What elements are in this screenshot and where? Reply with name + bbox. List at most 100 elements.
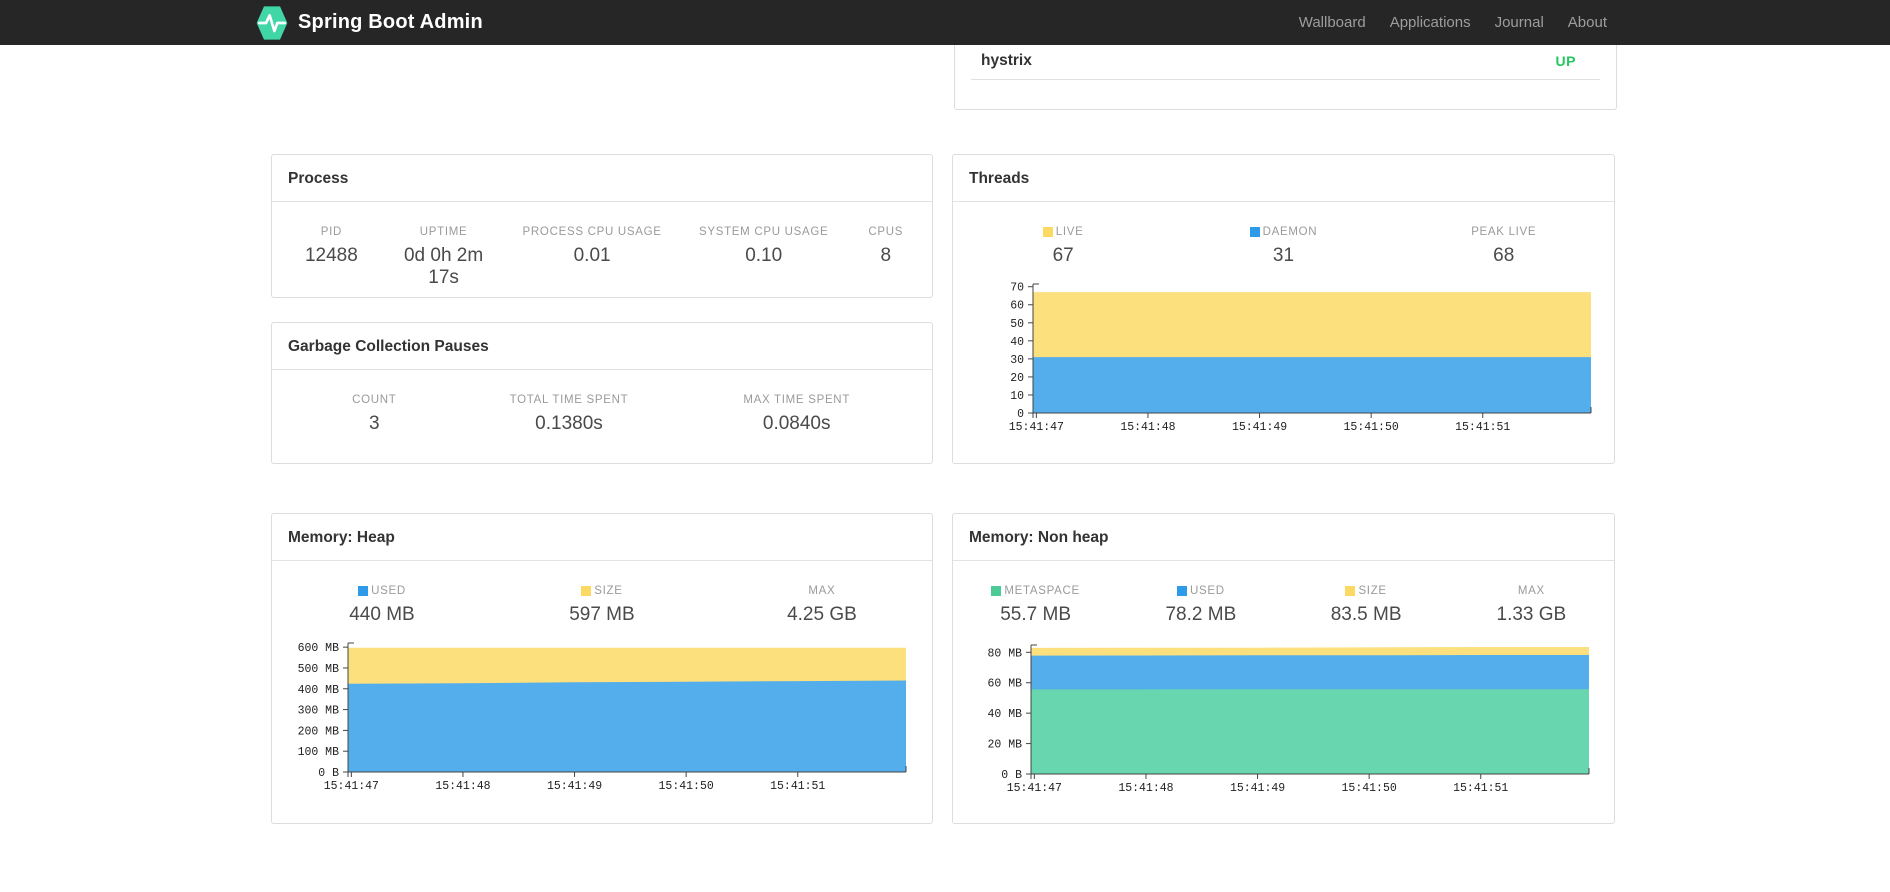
threads-stats: LIVE 67 DAEMON 31 PEAK LIVE 68: [953, 202, 1614, 267]
svg-text:300 MB: 300 MB: [298, 705, 340, 718]
gc-pauses-card: Garbage Collection Pauses COUNT 3 TOTAL …: [271, 322, 933, 464]
stat-pid: PID 12488: [272, 226, 391, 289]
stat-label-text: USED: [371, 585, 406, 597]
stat-label: TOTAL TIME SPENT: [509, 394, 629, 406]
stat-nonheap-max: MAX 1.33 GB: [1449, 585, 1614, 626]
stat-value: 78.2 MB: [1165, 604, 1237, 625]
threads-card-title: Threads: [953, 155, 1614, 202]
threads-card: Threads LIVE 67 DAEMON 31 PEAK LIVE 68: [952, 154, 1615, 464]
stat-label: METASPACE: [953, 585, 1118, 597]
navbar-links: Wallboard Applications Journal About: [1287, 14, 1619, 31]
stat-gc-count: COUNT 3: [272, 394, 477, 435]
stat-label-text: LIVE: [1055, 226, 1084, 238]
svg-text:15:41:47: 15:41:47: [1009, 421, 1064, 434]
stat-nonheap-metaspace: METASPACE 55.7 MB: [953, 585, 1118, 626]
legend-swatch-daemon: [1249, 227, 1260, 237]
brand[interactable]: Spring Boot Admin: [255, 5, 483, 41]
stat-label: SIZE: [492, 585, 712, 597]
process-card: Process PID 12488 UPTIME 0d 0h 2m 17s PR…: [271, 154, 933, 298]
heap-stacked-area-chart: 0 B 100 MB 200 MB 300 MB 400 MB 500 MB 600 MB 1…: [298, 642, 907, 793]
stat-threads-peak: PEAK LIVE 68: [1394, 226, 1614, 267]
svg-text:15:41:50: 15:41:50: [659, 780, 714, 793]
stat-value: 597 MB: [569, 604, 635, 625]
stat-value: 0d 0h 2m 17s: [403, 245, 484, 288]
stat-label: PROCESS CPU USAGE: [522, 226, 662, 238]
legend-swatch-metaspace: [991, 586, 1002, 596]
stat-value: 1.33 GB: [1496, 604, 1567, 625]
top-navbar: Spring Boot Admin Wallboard Applications…: [0, 0, 1890, 45]
stat-label: PID: [320, 226, 343, 238]
stat-nonheap-used: USED 78.2 MB: [1118, 585, 1283, 626]
stat-label: CPUS: [868, 226, 904, 238]
application-status-row[interactable]: hystrix UP: [971, 45, 1600, 80]
stat-value: 0.0840s: [762, 413, 831, 434]
svg-text:0 B: 0 B: [1001, 769, 1022, 782]
stat-uptime: UPTIME 0d 0h 2m 17s: [391, 226, 497, 289]
svg-text:20: 20: [1010, 372, 1024, 385]
legend-swatch-live: [1042, 227, 1053, 237]
stat-system-cpu: SYSTEM CPU USAGE 0.10: [688, 226, 840, 289]
memory-heap-card: Memory: Heap USED 440 MB SIZE 597 MB MAX…: [271, 513, 933, 824]
svg-text:15:41:49: 15:41:49: [547, 780, 602, 793]
legend-swatch-used: [358, 586, 369, 596]
svg-text:40 MB: 40 MB: [987, 708, 1022, 721]
stat-label: UPTIME: [419, 226, 468, 238]
svg-text:15:41:47: 15:41:47: [324, 780, 379, 793]
svg-text:10: 10: [1010, 390, 1024, 403]
svg-text:30: 30: [1010, 354, 1024, 367]
svg-text:40: 40: [1010, 336, 1024, 349]
threads-stacked-area-chart: 0 10 20 30 40 50 60 70 15:41:47 15:41:48 15:41:49 1…: [1009, 282, 1592, 434]
stat-label: MAX: [1449, 585, 1614, 597]
gc-stats: COUNT 3 TOTAL TIME SPENT 0.1380s MAX TIM…: [272, 370, 932, 435]
nav-item-applications[interactable]: Applications: [1389, 14, 1471, 31]
nav-item-about[interactable]: About: [1567, 14, 1607, 31]
svg-text:0: 0: [1017, 408, 1024, 421]
stat-label: MAX TIME SPENT: [743, 394, 851, 406]
svg-text:50: 50: [1010, 318, 1024, 331]
svg-text:15:41:50: 15:41:50: [1342, 782, 1397, 795]
gc-card-title: Garbage Collection Pauses: [272, 323, 932, 370]
svg-text:15:41:48: 15:41:48: [1120, 421, 1175, 434]
svg-text:400 MB: 400 MB: [298, 684, 340, 697]
memory-nonheap-card: Memory: Non heap METASPACE 55.7 MB USED …: [952, 513, 1615, 824]
stat-label: SIZE: [1284, 585, 1449, 597]
stat-label: LIVE: [953, 226, 1173, 238]
nav-item-wallboard[interactable]: Wallboard: [1298, 14, 1366, 31]
stat-gc-max-time: MAX TIME SPENT 0.0840s: [661, 394, 932, 435]
stat-value: 83.5 MB: [1330, 604, 1402, 625]
stat-cpus: CPUS 8: [840, 226, 932, 289]
stat-value: 67: [1052, 245, 1074, 266]
stat-value: 68: [1493, 245, 1515, 266]
stat-process-cpu: PROCESS CPU USAGE 0.01: [496, 226, 687, 289]
svg-text:15:41:50: 15:41:50: [1344, 421, 1399, 434]
nav-item-journal[interactable]: Journal: [1494, 14, 1544, 31]
stat-label: MAX: [712, 585, 932, 597]
stat-nonheap-size: SIZE 83.5 MB: [1284, 585, 1449, 626]
stat-label-text: USED: [1189, 585, 1225, 597]
stat-value: 3: [369, 413, 380, 434]
application-status-card: hystrix UP: [954, 45, 1617, 110]
stat-label-text: MAX: [1517, 585, 1545, 597]
stat-label-text: MAX: [808, 585, 836, 597]
brand-hexagon-pulse-icon: [256, 5, 288, 40]
svg-text:60: 60: [1010, 300, 1024, 313]
stat-value: 440 MB: [349, 604, 415, 625]
stat-label: USED: [1118, 585, 1283, 597]
nonheap-card-title: Memory: Non heap: [953, 514, 1614, 561]
svg-text:200 MB: 200 MB: [298, 725, 340, 738]
stat-value: 0.01: [573, 245, 611, 266]
nonheap-stacked-area-chart: 0 B 20 MB 40 MB 60 MB 80 MB 15:41:47 15:41:48 1…: [987, 644, 1590, 795]
stat-value: 0.10: [745, 245, 783, 266]
stat-threads-daemon: DAEMON 31: [1173, 226, 1393, 267]
process-stats: PID 12488 UPTIME 0d 0h 2m 17s PROCESS CP…: [272, 202, 932, 289]
status-badge: UP: [1555, 53, 1576, 69]
stat-label-text: METASPACE: [1004, 585, 1080, 597]
svg-text:15:41:49: 15:41:49: [1230, 782, 1285, 795]
svg-text:15:41:51: 15:41:51: [1453, 782, 1508, 795]
process-card-title: Process: [272, 155, 932, 202]
stat-label-text: DAEMON: [1262, 226, 1318, 238]
brand-title: Spring Boot Admin: [298, 11, 483, 33]
svg-text:15:41:51: 15:41:51: [770, 780, 825, 793]
svg-text:600 MB: 600 MB: [298, 642, 340, 655]
stat-threads-live: LIVE 67: [953, 226, 1173, 267]
